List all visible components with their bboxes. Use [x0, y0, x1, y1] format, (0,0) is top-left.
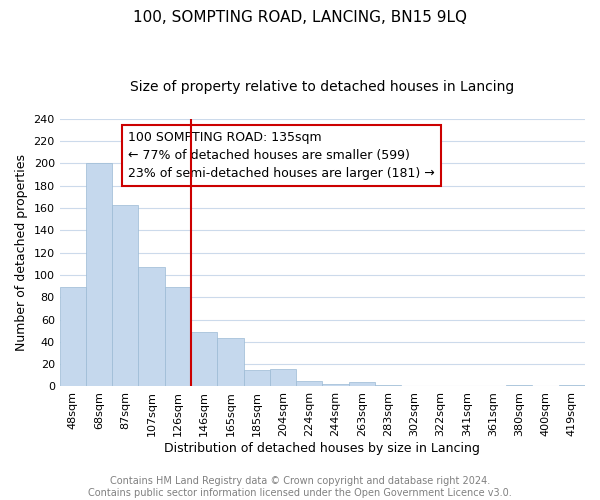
Bar: [322, 384, 349, 386]
Bar: [349, 382, 375, 386]
X-axis label: Distribution of detached houses by size in Lancing: Distribution of detached houses by size …: [164, 442, 480, 455]
Bar: [59, 287, 86, 386]
Bar: [86, 164, 112, 386]
Bar: [165, 287, 191, 386]
Bar: [270, 368, 296, 386]
Y-axis label: Number of detached properties: Number of detached properties: [15, 154, 28, 351]
Text: 100, SOMPTING ROAD, LANCING, BN15 9LQ: 100, SOMPTING ROAD, LANCING, BN15 9LQ: [133, 10, 467, 25]
Title: Size of property relative to detached houses in Lancing: Size of property relative to detached ho…: [130, 80, 514, 94]
Text: 100 SOMPTING ROAD: 135sqm
← 77% of detached houses are smaller (599)
23% of semi: 100 SOMPTING ROAD: 135sqm ← 77% of detac…: [128, 131, 435, 180]
Bar: [217, 338, 244, 386]
Text: Contains HM Land Registry data © Crown copyright and database right 2024.
Contai: Contains HM Land Registry data © Crown c…: [88, 476, 512, 498]
Bar: [139, 267, 165, 386]
Bar: [112, 204, 139, 386]
Bar: [296, 381, 322, 386]
Bar: [191, 332, 217, 386]
Bar: [244, 370, 270, 386]
